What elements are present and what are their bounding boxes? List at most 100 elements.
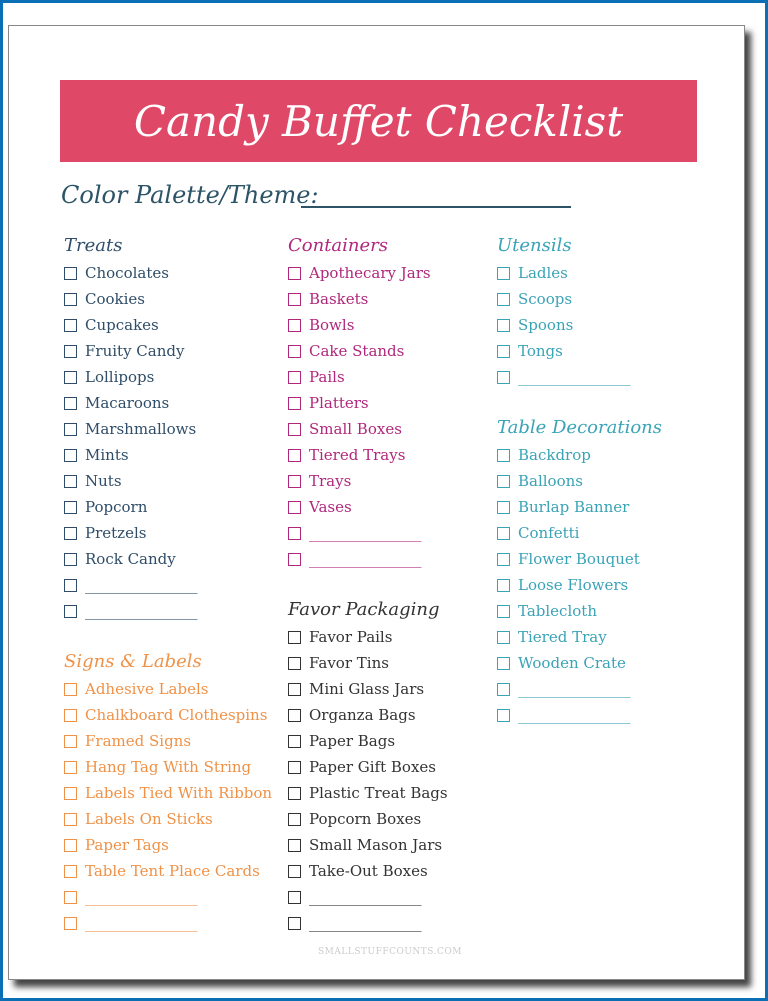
checkbox-icon[interactable] xyxy=(64,682,77,696)
checklist-item[interactable]: Favor Tins xyxy=(288,650,448,676)
checkbox-icon[interactable] xyxy=(64,760,77,774)
checklist-item[interactable]: Popcorn Boxes xyxy=(288,806,448,832)
checkbox-icon[interactable] xyxy=(497,318,510,332)
checkbox-icon[interactable] xyxy=(288,812,301,826)
theme-input-line[interactable] xyxy=(301,206,571,208)
checklist-item[interactable]: Plastic Treat Bags xyxy=(288,780,448,806)
checkbox-icon[interactable] xyxy=(288,448,301,462)
checklist-item[interactable]: Vases xyxy=(288,494,431,520)
checklist-item[interactable]: Burlap Banner xyxy=(497,494,662,520)
checklist-item[interactable]: Wooden Crate xyxy=(497,650,662,676)
checklist-item[interactable]: Cupcakes xyxy=(64,312,198,338)
checkbox-icon[interactable] xyxy=(288,344,301,358)
checklist-item[interactable]: Favor Pails xyxy=(288,624,448,650)
checkbox-icon[interactable] xyxy=(497,292,510,306)
checklist-item[interactable]: Organza Bags xyxy=(288,702,448,728)
checklist-item[interactable]: Nuts xyxy=(64,468,198,494)
checklist-item[interactable]: Tablecloth xyxy=(497,598,662,624)
checklist-item[interactable]: Table Tent Place Cards xyxy=(64,858,272,884)
checklist-item[interactable]: _______________ xyxy=(64,598,198,624)
checkbox-icon[interactable] xyxy=(497,344,510,358)
checklist-item[interactable]: Pails xyxy=(288,364,431,390)
checklist-item[interactable]: Platters xyxy=(288,390,431,416)
checklist-item[interactable]: _______________ xyxy=(288,884,448,910)
checklist-item[interactable]: Loose Flowers xyxy=(497,572,662,598)
checklist-item[interactable]: _______________ xyxy=(497,364,631,390)
checklist-item[interactable]: Lollipops xyxy=(64,364,198,390)
checkbox-icon[interactable] xyxy=(64,292,77,306)
checkbox-icon[interactable] xyxy=(288,708,301,722)
checklist-item[interactable]: Paper Gift Boxes xyxy=(288,754,448,780)
checkbox-icon[interactable] xyxy=(64,708,77,722)
checkbox-icon[interactable] xyxy=(64,266,77,280)
checkbox-icon[interactable] xyxy=(288,292,301,306)
checklist-item[interactable]: Paper Bags xyxy=(288,728,448,754)
checklist-item[interactable]: _______________ xyxy=(288,520,431,546)
checklist-item[interactable]: Chalkboard Clothespins xyxy=(64,702,272,728)
checklist-item[interactable]: Pretzels xyxy=(64,520,198,546)
checklist-item[interactable]: Flower Bouquet xyxy=(497,546,662,572)
checkbox-icon[interactable] xyxy=(288,552,301,566)
checkbox-icon[interactable] xyxy=(64,318,77,332)
checkbox-icon[interactable] xyxy=(497,656,510,670)
checklist-item[interactable]: _______________ xyxy=(288,910,448,936)
checkbox-icon[interactable] xyxy=(497,266,510,280)
checklist-item[interactable]: Chocolates xyxy=(64,260,198,286)
checkbox-icon[interactable] xyxy=(64,604,77,618)
checkbox-icon[interactable] xyxy=(64,864,77,878)
checklist-item[interactable]: Framed Signs xyxy=(64,728,272,754)
checklist-item[interactable]: Spoons xyxy=(497,312,631,338)
checkbox-icon[interactable] xyxy=(64,448,77,462)
checkbox-icon[interactable] xyxy=(497,552,510,566)
checklist-item[interactable]: Small Boxes xyxy=(288,416,431,442)
checklist-item[interactable]: _______________ xyxy=(497,676,662,702)
checklist-item[interactable]: Mini Glass Jars xyxy=(288,676,448,702)
checkbox-icon[interactable] xyxy=(497,500,510,514)
checkbox-icon[interactable] xyxy=(288,838,301,852)
checkbox-icon[interactable] xyxy=(288,318,301,332)
checklist-item[interactable]: Rock Candy xyxy=(64,546,198,572)
checklist-item[interactable]: Take-Out Boxes xyxy=(288,858,448,884)
checkbox-icon[interactable] xyxy=(288,734,301,748)
checkbox-icon[interactable] xyxy=(288,396,301,410)
checklist-item[interactable]: Tiered Trays xyxy=(288,442,431,468)
checklist-item[interactable]: Tiered Tray xyxy=(497,624,662,650)
checkbox-icon[interactable] xyxy=(497,474,510,488)
checkbox-icon[interactable] xyxy=(64,890,77,904)
checklist-item[interactable]: Ladles xyxy=(497,260,631,286)
checklist-item[interactable]: Marshmallows xyxy=(64,416,198,442)
checkbox-icon[interactable] xyxy=(64,786,77,800)
checklist-item[interactable]: Adhesive Labels xyxy=(64,676,272,702)
checklist-item[interactable]: Bowls xyxy=(288,312,431,338)
checkbox-icon[interactable] xyxy=(497,526,510,540)
checkbox-icon[interactable] xyxy=(288,526,301,540)
checklist-item[interactable]: Paper Tags xyxy=(64,832,272,858)
checklist-item[interactable]: _______________ xyxy=(64,884,272,910)
checkbox-icon[interactable] xyxy=(497,604,510,618)
checkbox-icon[interactable] xyxy=(288,682,301,696)
checklist-item[interactable]: Balloons xyxy=(497,468,662,494)
checkbox-icon[interactable] xyxy=(288,760,301,774)
checkbox-icon[interactable] xyxy=(497,630,510,644)
checkbox-icon[interactable] xyxy=(64,370,77,384)
checkbox-icon[interactable] xyxy=(288,500,301,514)
checklist-item[interactable]: Scoops xyxy=(497,286,631,312)
checkbox-icon[interactable] xyxy=(288,422,301,436)
checklist-item[interactable]: _______________ xyxy=(288,546,431,572)
checkbox-icon[interactable] xyxy=(64,422,77,436)
checkbox-icon[interactable] xyxy=(288,474,301,488)
checklist-item[interactable]: Fruity Candy xyxy=(64,338,198,364)
checkbox-icon[interactable] xyxy=(64,578,77,592)
checklist-item[interactable]: _______________ xyxy=(64,572,198,598)
checkbox-icon[interactable] xyxy=(497,708,510,722)
checkbox-icon[interactable] xyxy=(64,552,77,566)
checkbox-icon[interactable] xyxy=(64,474,77,488)
checkbox-icon[interactable] xyxy=(288,370,301,384)
checkbox-icon[interactable] xyxy=(288,630,301,644)
checkbox-icon[interactable] xyxy=(288,890,301,904)
checklist-item[interactable]: Confetti xyxy=(497,520,662,546)
checkbox-icon[interactable] xyxy=(64,734,77,748)
checklist-item[interactable]: Backdrop xyxy=(497,442,662,468)
checkbox-icon[interactable] xyxy=(64,396,77,410)
checkbox-icon[interactable] xyxy=(497,370,510,384)
